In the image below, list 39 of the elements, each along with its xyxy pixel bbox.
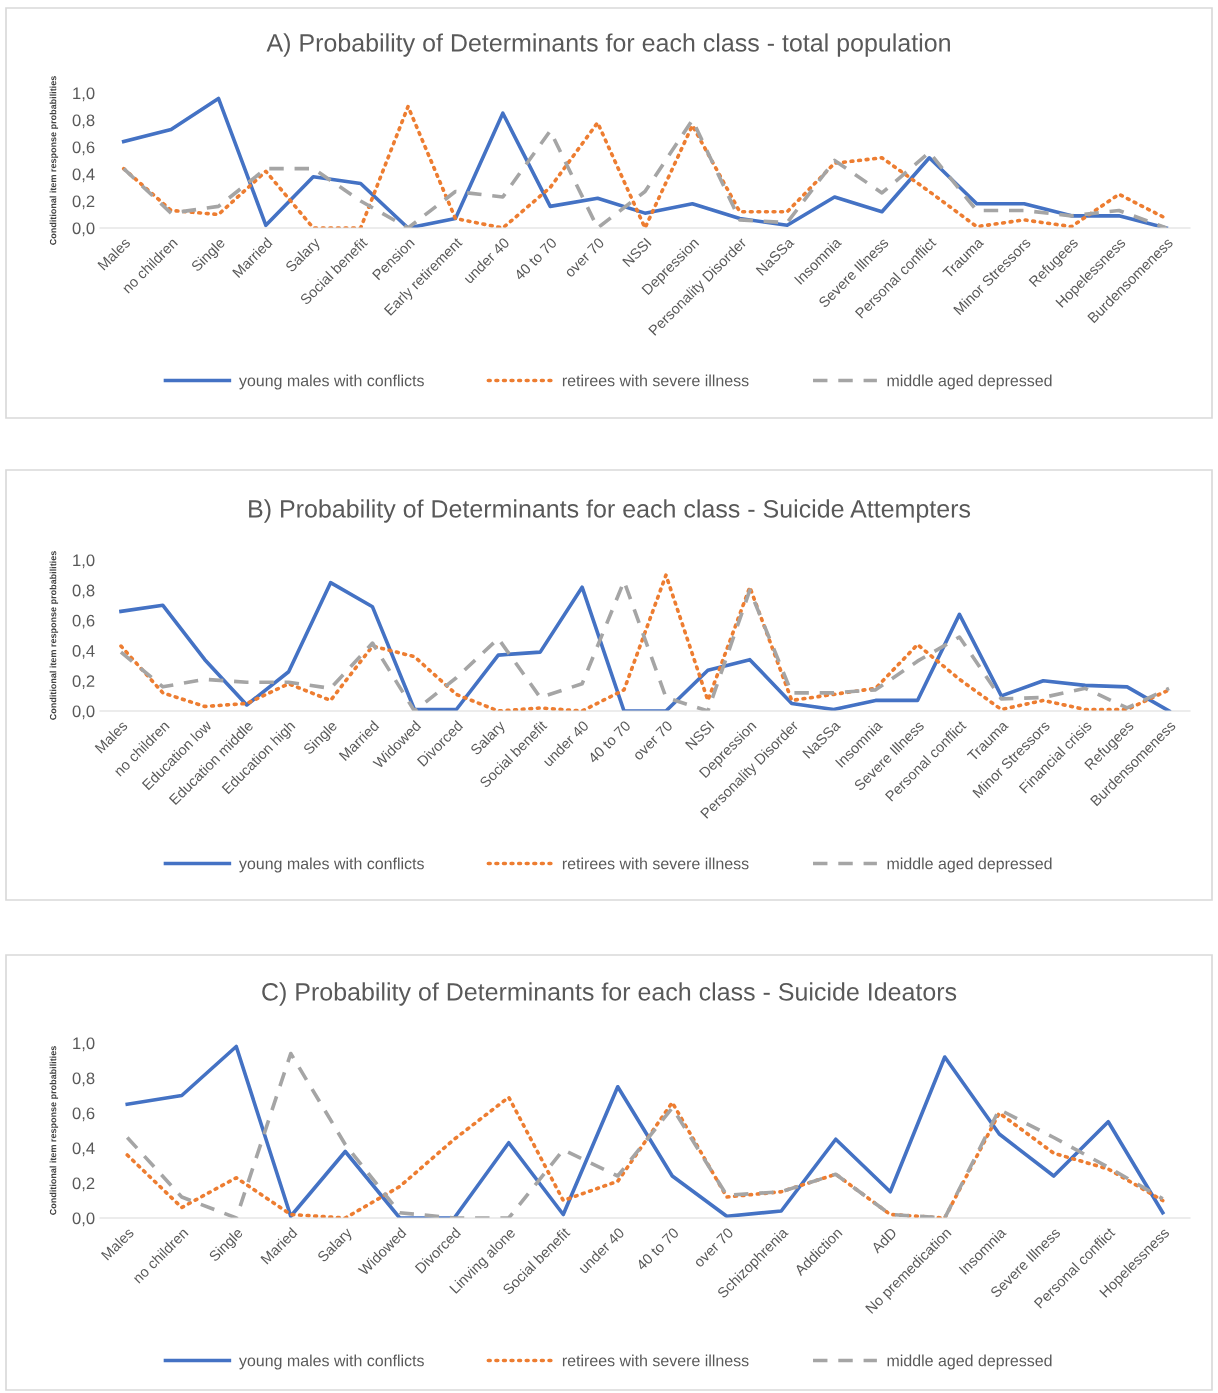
y-tick-label: 0,6 — [72, 614, 95, 629]
y-tick-label: 0,0 — [72, 705, 95, 720]
y-axis-title: Conditional item response probabilities — [49, 76, 59, 245]
x-tick-label: 40 to 70 — [635, 1227, 680, 1271]
y-tick-label: 0,4 — [72, 168, 95, 183]
y-tick-label: 0,4 — [72, 645, 95, 659]
x-tick-label: over 70 — [632, 720, 674, 761]
line-series — [125, 1095, 1165, 1218]
chart-title: A) Probability of Determinants for each class - total population — [266, 33, 950, 57]
x-tick-label: 40 to 70 — [587, 720, 632, 764]
y-tick-label: 0,6 — [72, 141, 95, 156]
legend-label: young males with conflicts — [238, 1354, 424, 1370]
legend-label: middle aged depressed — [887, 1354, 1052, 1370]
y-tick-label: 0,0 — [72, 222, 95, 237]
y-tick-label: 1,0 — [73, 1037, 95, 1052]
chart-title: B) Probability of Determinants for each class - Suicide Attempters — [249, 499, 971, 523]
y-tick-label: 0,2 — [72, 1177, 95, 1192]
legend-label: young males with conflicts — [238, 857, 424, 873]
y-tick-label: 1,0 — [73, 554, 95, 569]
y-axis-title: Conditional item response probabilities — [49, 551, 59, 720]
chart-title: C) Probability of Determinants for each class - Suicide Ideators — [262, 982, 957, 1006]
legend-label: retirees with severe illness — [562, 857, 749, 870]
legend-label: middle aged depressed — [887, 374, 1052, 390]
x-tick-label: over 70 — [563, 237, 605, 278]
y-tick-label: 0,8 — [72, 1072, 95, 1087]
x-tick-label: 40 to 70 — [513, 237, 558, 281]
y-axis-title: Conditional item response probabilities — [49, 1046, 59, 1215]
y-tick-label: 0,2 — [72, 195, 95, 210]
legend-label: retirees with severe illness — [562, 1354, 749, 1367]
legend-label: retirees with severe illness — [562, 374, 749, 387]
y-tick-label: 0,2 — [72, 675, 95, 689]
y-tick-label: 0,6 — [72, 1107, 95, 1122]
y-tick-label: 0,8 — [72, 584, 95, 599]
y-tick-label: 0,0 — [72, 1212, 95, 1227]
y-tick-label: 0,4 — [72, 1142, 95, 1157]
legend-label: middle aged depressed — [887, 857, 1052, 873]
legend-label: young males with conflicts — [238, 374, 424, 390]
y-tick-label: 0,8 — [72, 114, 95, 129]
y-tick-label: 1,0 — [73, 87, 95, 102]
